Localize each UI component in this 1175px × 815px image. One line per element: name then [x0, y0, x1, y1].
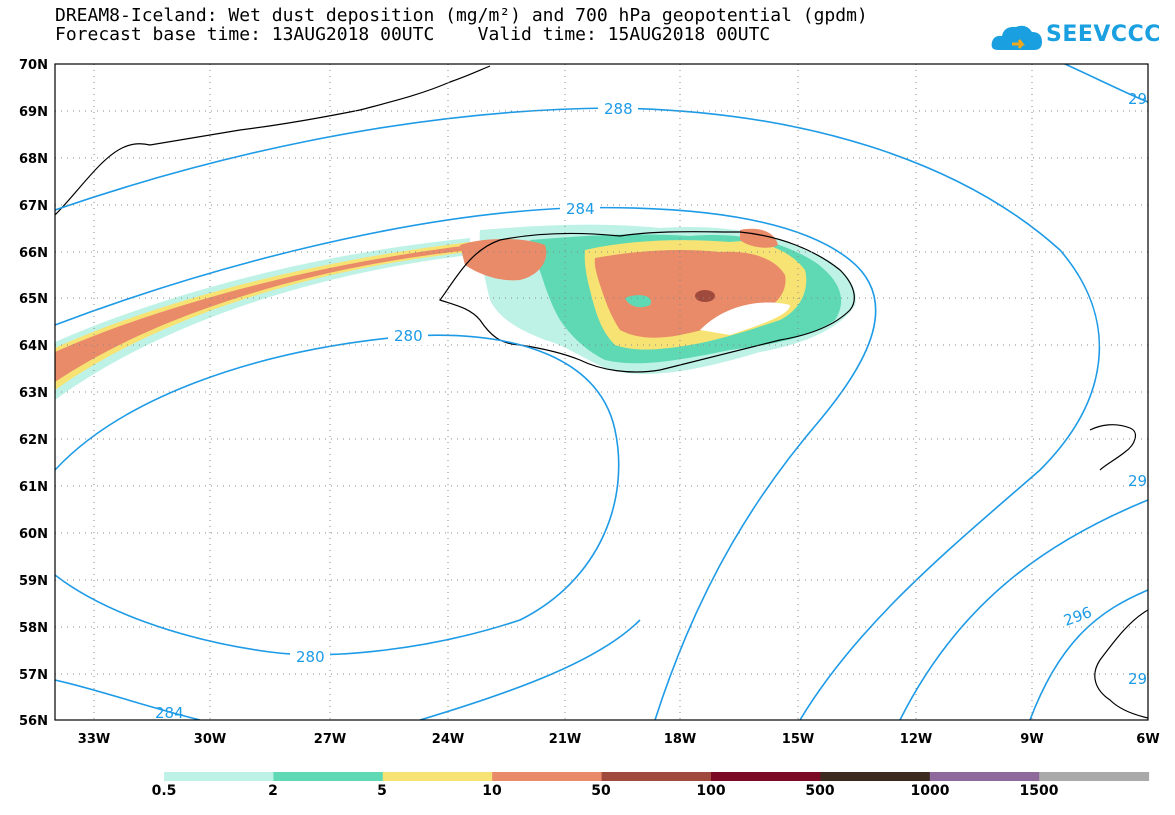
colorbar-swatch: [601, 772, 712, 781]
colorbar-label: 1500: [1019, 783, 1059, 799]
lon-label: 6W: [1136, 732, 1159, 747]
lon-label: 27W: [314, 732, 346, 747]
dust-plume: [55, 238, 470, 400]
lat-label: 64N: [19, 339, 48, 354]
colorbar-label: 50: [591, 783, 611, 799]
brand-logo: SEEVCCC: [1046, 22, 1161, 47]
contour-label-284-south: 284: [155, 704, 184, 722]
contour-label-29-east: 29: [1128, 472, 1147, 490]
contour-label-280-south: 280: [296, 648, 325, 666]
lat-label: 58N: [19, 621, 48, 636]
cloud-icon: [991, 25, 1042, 50]
colorbar-swatch: [929, 772, 1040, 781]
contour-label-288: 288: [604, 100, 633, 118]
lat-label: 69N: [19, 105, 48, 120]
contour-label-284: 284: [566, 200, 595, 218]
lon-label: 24W: [432, 732, 464, 747]
lat-label: 63N: [19, 386, 48, 401]
colorbar-swatch: [492, 772, 603, 781]
geopotential-contours: [55, 64, 1148, 720]
colorbar-label: 100: [696, 783, 726, 799]
map-title: DREAM8-Iceland: Wet dust deposition (mg/…: [55, 5, 868, 26]
contour-label-29-north: 29: [1128, 90, 1147, 108]
colorbar-swatch: [382, 772, 493, 781]
colorbar-label: 5: [377, 783, 387, 799]
lat-label: 62N: [19, 433, 48, 448]
lon-label: 12W: [900, 732, 932, 747]
contour-label-280-north: 280: [394, 327, 423, 345]
iceland-dust-field: [460, 224, 856, 374]
colorbar-label: 500: [805, 783, 835, 799]
lon-label: 9W: [1020, 732, 1043, 747]
greenland-coastline: [55, 65, 491, 216]
forecast-times: Forecast base time: 13AUG2018 00UTC Vali…: [55, 24, 771, 45]
lat-label: 65N: [19, 292, 48, 307]
lat-label: 59N: [19, 574, 48, 589]
lat-label: 60N: [19, 527, 48, 542]
contour-label-29-south: 29: [1128, 670, 1147, 688]
scotland-coastline: [1094, 609, 1148, 719]
lat-label: 67N: [19, 199, 48, 214]
colorbar: [164, 772, 1150, 781]
lat-label: 66N: [19, 246, 48, 261]
colorbar-label: 2: [268, 783, 278, 799]
colorbar-swatch: [164, 772, 274, 781]
lat-label: 57N: [19, 668, 48, 683]
colorbar-swatch: [1039, 772, 1150, 781]
lat-label: 56N: [19, 714, 48, 729]
lon-label: 30W: [194, 732, 226, 747]
lat-label: 61N: [19, 480, 48, 495]
faroe-coastline: [1089, 424, 1137, 471]
graticule: [55, 64, 1148, 720]
colorbar-swatch: [820, 772, 931, 781]
longitude-labels: 33W 30W 27W 24W 21W 18W 15W 12W 9W 6W: [78, 732, 1160, 747]
colorbar-swatch: [711, 772, 821, 781]
lat-label: 70N: [19, 58, 48, 73]
colorbar-label: 1000: [910, 783, 950, 799]
colorbar-label: 10: [482, 783, 502, 799]
map-frame: [54, 63, 1149, 721]
lat-label: 68N: [19, 152, 48, 167]
latitude-labels: 70N 69N 68N 67N 66N 65N 64N 63N 62N 61N …: [19, 58, 48, 729]
lon-label: 33W: [78, 732, 110, 747]
contour-labels: 288 284 280 280 284 296 29 29 29: [155, 90, 1147, 722]
colorbar-swatch: [273, 772, 384, 781]
lon-label: 21W: [549, 732, 581, 747]
lon-label: 15W: [782, 732, 814, 747]
lon-label: 18W: [664, 732, 696, 747]
colorbar-label: 0.5: [151, 783, 177, 799]
